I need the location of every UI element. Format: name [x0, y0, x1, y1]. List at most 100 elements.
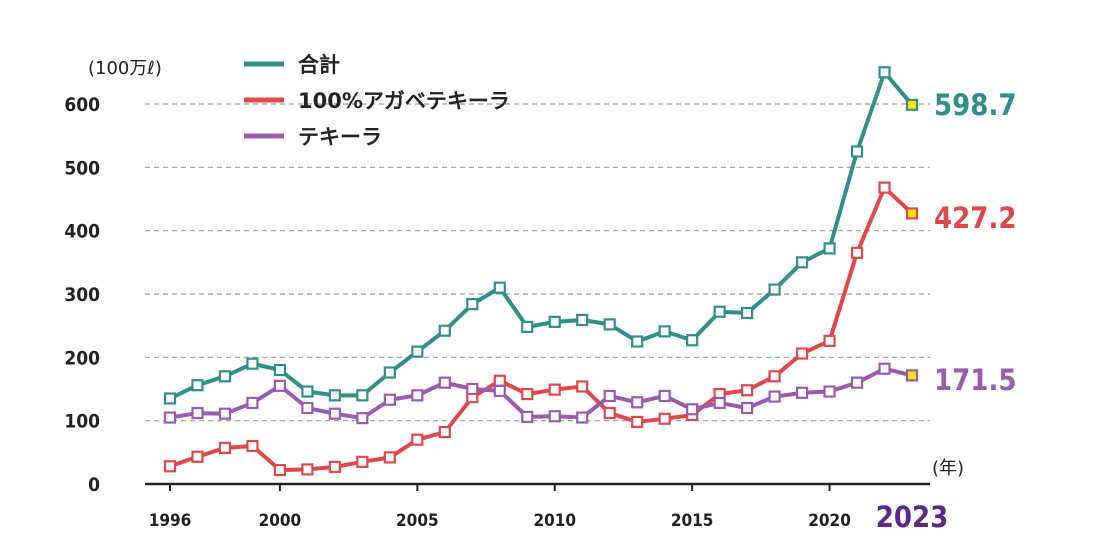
legend-label-100-agave: 100%アガベテキーラ [298, 89, 510, 113]
x-tick-label: 2010 [533, 511, 576, 531]
data-point [328, 407, 341, 420]
data-point [741, 384, 754, 397]
data-point [878, 66, 891, 79]
series-line-total [169, 70, 914, 401]
x-tick-labels: 1996 2000 2005 2010 2015 2020 [149, 484, 851, 531]
data-point [713, 396, 726, 410]
data-point [273, 363, 287, 377]
data-point [576, 380, 589, 393]
data-point [878, 181, 891, 194]
data-point [246, 357, 259, 370]
data-point [273, 463, 287, 477]
end-label-total: 598.7 [934, 88, 1017, 122]
data-point [218, 407, 232, 420]
data-point [301, 401, 314, 415]
legend: 合計 100%アガベテキーラ テキーラ [244, 53, 510, 149]
data-point [493, 374, 506, 387]
end-label-tequila: 171.5 [934, 363, 1017, 397]
data-point [603, 406, 616, 420]
data-point [823, 385, 836, 398]
data-point [741, 401, 754, 415]
y-tick-label: 0 [88, 474, 100, 496]
data-point [603, 318, 616, 331]
data-point [905, 98, 919, 111]
data-point [191, 379, 204, 392]
end-label-100-agave: 427.2 [934, 201, 1017, 235]
data-point [795, 347, 809, 360]
data-point [163, 460, 177, 473]
data-point [576, 313, 589, 327]
data-point [411, 345, 424, 358]
data-point [658, 412, 671, 425]
series-100-agave [163, 181, 919, 477]
y-tick-label: 500 [64, 157, 100, 179]
data-point [576, 411, 589, 424]
data-point [328, 389, 341, 402]
data-point [383, 451, 396, 464]
data-point [273, 379, 287, 392]
data-point [795, 256, 809, 269]
data-point [218, 370, 232, 383]
y-tick-label: 400 [64, 221, 100, 243]
data-point [218, 441, 232, 454]
data-point [438, 376, 451, 389]
highlight-year-label: 2023 [876, 500, 949, 534]
legend-label-tequila: テキーラ [298, 125, 382, 149]
data-point [356, 389, 369, 402]
data-point [768, 390, 781, 403]
data-point [191, 406, 204, 420]
data-point [163, 411, 177, 424]
data-point [850, 376, 864, 389]
data-point [383, 393, 396, 406]
data-point [850, 145, 864, 158]
data-point [163, 392, 177, 405]
data-point [383, 366, 396, 379]
data-point [438, 425, 451, 439]
data-point [493, 384, 506, 397]
data-point [411, 389, 424, 402]
data-point [328, 460, 341, 473]
data-point [356, 412, 369, 425]
data-point [466, 382, 479, 396]
series-line-tequila [169, 366, 913, 421]
data-point [411, 433, 424, 446]
data-point [768, 283, 781, 296]
y-tick-label: 100 [64, 411, 100, 433]
legend-item-tequila: テキーラ [244, 125, 382, 149]
y-tick-label: 200 [64, 347, 100, 369]
series-line-100-agave [169, 185, 914, 473]
data-point [301, 463, 314, 476]
data-point [905, 369, 919, 382]
data-point [631, 335, 644, 348]
x-tick-label: 2015 [671, 511, 714, 531]
data-point [246, 396, 259, 410]
data-point [631, 396, 644, 409]
series-layer [163, 66, 919, 477]
data-point [548, 383, 561, 396]
series-tequila [163, 362, 919, 425]
data-point [301, 385, 314, 398]
data-point [466, 298, 479, 311]
x-tick-label: 2000 [259, 511, 302, 531]
x-tick-label: 1996 [149, 511, 192, 531]
data-point [191, 450, 204, 463]
y-unit-label: (100万ℓ) [88, 58, 162, 79]
x-tick-label: 2020 [808, 511, 851, 531]
data-point [741, 306, 754, 320]
x-tick-label: 2005 [396, 511, 439, 531]
data-point [905, 207, 919, 220]
data-point [823, 334, 836, 347]
data-point [548, 410, 561, 423]
data-point [521, 410, 534, 423]
data-point [686, 334, 699, 347]
gridlines [145, 103, 930, 422]
data-point [768, 370, 781, 383]
series-total [163, 66, 919, 405]
data-point [850, 246, 864, 259]
data-point [246, 439, 259, 453]
legend-item-total: 合計 [244, 53, 340, 77]
data-point [631, 415, 644, 429]
y-tick-label: 600 [64, 94, 100, 116]
data-point [658, 325, 671, 338]
y-tick-labels: 0 100 200 300 400 500 600 [64, 94, 100, 496]
